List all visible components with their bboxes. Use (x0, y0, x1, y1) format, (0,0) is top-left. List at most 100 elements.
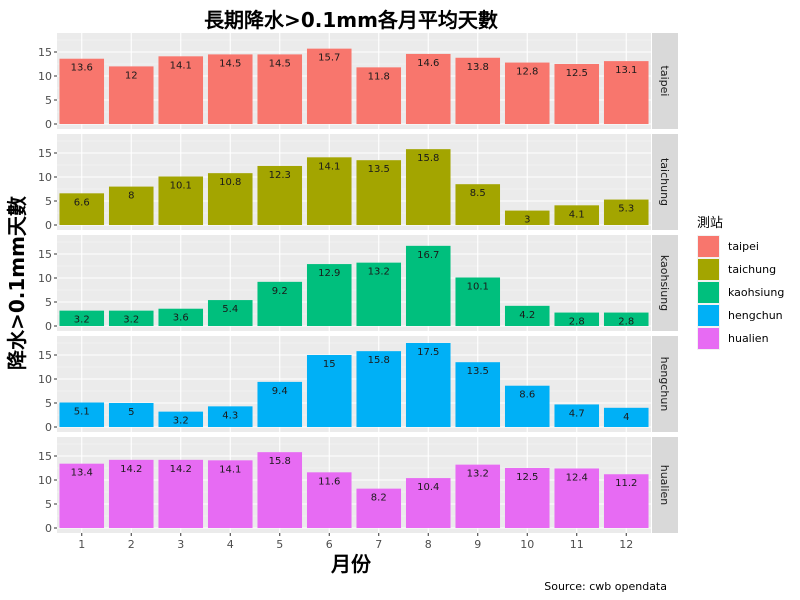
y-tick-label: 5 (45, 94, 52, 107)
facet-panel-hengchun: 0 5 10 15 5.1 5 3.2 4.3 9.4 15 15.8 17.5 13.5 8.6 4.7 4… (38, 336, 678, 434)
data-label: 3.2 (74, 315, 90, 326)
data-label: 14.1 (219, 464, 241, 475)
bar-kaohsiung-4 (207, 300, 253, 326)
bar-hengchun-7 (356, 351, 402, 427)
data-label: 3.2 (123, 315, 139, 326)
facet-panels: 0 5 10 15 13.6 12 14.1 14.5 14.5 15.7 11.8 14.6 13.8… (38, 33, 678, 535)
facet-strip (652, 336, 678, 432)
data-label: 14.1 (318, 161, 340, 172)
legend-swatch-taichung (698, 259, 719, 280)
data-label: 14.5 (269, 58, 291, 69)
legend-swatch-kaohsiung (698, 282, 719, 303)
data-label: 14.2 (170, 464, 192, 475)
data-label: 13.4 (71, 468, 93, 479)
data-label: 11.2 (615, 478, 637, 489)
data-label: 8.6 (519, 390, 535, 401)
caption: Source: cwb opendata (544, 580, 667, 593)
bar-hengchun-5 (257, 381, 303, 427)
bar-hengchun-11 (554, 404, 600, 427)
x-tick-label: 8 (425, 538, 432, 551)
data-label: 4.2 (519, 310, 535, 321)
data-label: 8.2 (371, 493, 387, 504)
y-tick-label: 15 (38, 147, 52, 160)
data-label: 14.6 (417, 58, 439, 69)
facet-strip (652, 33, 678, 129)
bar-kaohsiung-5 (257, 281, 303, 326)
y-tick-label: 0 (45, 522, 52, 535)
data-label: 5.4 (222, 304, 238, 315)
bar-taipei-6 (306, 48, 352, 124)
x-tick-label: 6 (326, 538, 333, 551)
facet-panel-kaohsiung: 0 5 10 15 3.2 3.2 3.6 5.4 9.2 12.9 13.2 16.7 10.1 4.2… (38, 235, 678, 333)
data-label: 12.3 (269, 170, 291, 181)
data-label: 9.2 (272, 286, 288, 297)
bar-hualien-2 (108, 459, 154, 528)
data-label: 5.3 (618, 204, 634, 215)
data-label: 3 (524, 215, 530, 226)
y-tick-label: 10 (38, 272, 52, 285)
bar-taichung-2 (108, 186, 154, 225)
y-tick-label: 15 (38, 46, 52, 59)
legend-swatch-hualien (698, 328, 719, 349)
x-axis-title: 月份 (330, 552, 372, 576)
legend-swatch-hengchun (698, 305, 719, 326)
x-tick-label: 2 (128, 538, 135, 551)
data-label: 2.8 (569, 317, 585, 328)
bar-hualien-7 (356, 488, 402, 528)
bar-hualien-4 (207, 460, 253, 528)
data-label: 14.1 (170, 60, 192, 71)
x-tick-label: 5 (276, 538, 283, 551)
legend-label: hengchun (728, 309, 783, 322)
bar-hengchun-2 (108, 403, 154, 427)
data-label: 17.5 (417, 347, 439, 358)
bar-hengchun-8 (405, 343, 451, 427)
y-tick-label: 10 (38, 373, 52, 386)
data-label: 11.6 (318, 476, 340, 487)
data-label: 9.4 (272, 386, 288, 397)
bar-hualien-5 (257, 452, 303, 528)
bar-taichung-1 (59, 193, 105, 225)
x-tick-label: 7 (375, 538, 382, 551)
panel-background (57, 134, 651, 230)
bar-kaohsiung-10 (504, 305, 550, 326)
data-label: 15 (323, 359, 336, 370)
panel-background (57, 437, 651, 533)
data-label: 12 (125, 70, 138, 81)
facet-strip (652, 437, 678, 533)
bar-taipei-5 (257, 54, 303, 124)
bar-hualien-8 (405, 478, 451, 528)
data-label: 13.1 (615, 65, 637, 76)
data-label: 13.5 (467, 366, 489, 377)
bar-hengchun-6 (306, 355, 352, 427)
bar-kaohsiung-2 (108, 310, 154, 326)
y-tick-label: 15 (38, 450, 52, 463)
y-tick-label: 0 (45, 219, 52, 232)
bar-taipei-9 (455, 57, 501, 125)
facet-strip-label: taichung (658, 158, 671, 206)
bar-taipei-8 (405, 53, 451, 124)
bar-hualien-6 (306, 472, 352, 528)
bar-hualien-3 (158, 459, 204, 528)
y-tick-label: 5 (45, 397, 52, 410)
facet-strip (652, 134, 678, 230)
bar-kaohsiung-1 (59, 310, 105, 326)
bar-hualien-9 (455, 464, 501, 528)
x-tick-label: 3 (177, 538, 184, 551)
bar-kaohsiung-9 (455, 277, 501, 326)
legend-label: hualien (728, 332, 769, 345)
data-label: 8.5 (470, 188, 486, 199)
bar-taichung-8 (405, 149, 451, 225)
bar-taichung-11 (554, 205, 600, 225)
y-tick-label: 0 (45, 118, 52, 131)
bar-taipei-11 (554, 64, 600, 124)
legend: 測站 taipei taichung kaohsiung hengchun hualie… (697, 216, 784, 350)
bar-taipei-12 (603, 61, 649, 124)
y-tick-label: 10 (38, 171, 52, 184)
panel-background (57, 336, 651, 432)
bar-hengchun-4 (207, 406, 253, 427)
x-tick-label: 11 (570, 538, 584, 551)
data-label: 4.7 (569, 408, 585, 419)
data-label: 13.6 (71, 63, 93, 74)
facet-panel-taichung: 0 5 10 15 6.6 8 10.1 10.8 12.3 14.1 13.5 15.8 8.5 3 4.… (38, 134, 678, 232)
bar-taipei-3 (158, 56, 204, 124)
